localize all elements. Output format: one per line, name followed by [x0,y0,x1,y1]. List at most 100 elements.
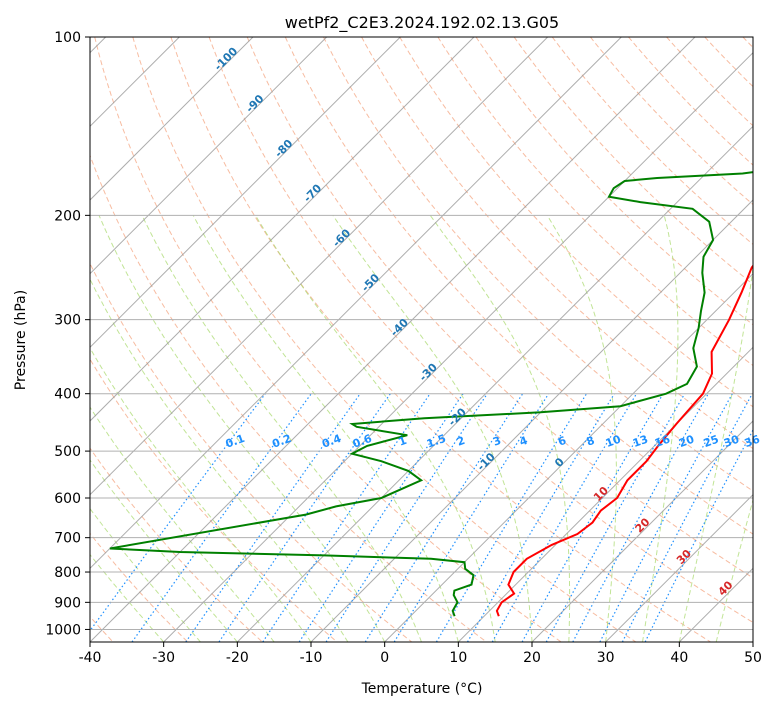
chart-title: wetPf2_C2E3.2024.192.02.13.G05 [285,13,559,33]
y-tick-label: 700 [54,531,81,547]
x-tick-label: 10 [449,650,467,666]
moist-adiabat-line [429,215,571,642]
dry-adiabat-line [399,37,753,408]
x-tick-label: -30 [152,650,175,666]
moist-adiabat-line [678,263,753,642]
mixing-ratio-value-label: 0.4 [320,432,343,451]
mixing-ratio-value-label: 2 [455,434,467,449]
y-tick-label: 100 [54,30,81,46]
mixing-ratio-value-label: 30 [722,432,741,450]
x-tick-label: 30 [597,650,615,666]
dewpoint-profile-line [109,171,753,617]
mixing-ratio-line [364,393,524,642]
axes: -40 -30 -20 -10 0 10 20 30 40 5010020030040050060… [45,30,762,666]
isotherm-line [90,37,328,275]
y-tick-label: 300 [54,313,81,329]
mixing-ratio-value-label: 10 [604,432,623,450]
isotherm-line [90,37,475,422]
dry-adiabat-line [90,154,487,642]
mixing-ratio-line [131,393,312,642]
mixing-ratio-value-label: 16 [653,432,672,450]
moist-adiabat-line [192,215,459,642]
dry-adiabat-line [437,37,753,367]
moist-adiabat-line [141,215,422,642]
isotherm-line [531,420,753,642]
moist-adiabat-line [546,215,617,642]
dry-adiabat-line [628,37,753,166]
y-tick-label: 800 [54,565,81,581]
isotherm-line [163,51,753,642]
dry-adiabat-line [361,37,753,450]
dry-adiabat-line [132,37,637,642]
mixing-ratio-value-label: 36 [743,432,762,450]
isotherm-line [236,125,753,642]
dry-adiabat-line [323,37,753,492]
isotherm-line [384,272,753,642]
x-tick-label: -40 [79,650,102,666]
mixing-ratio-line [298,393,464,642]
dry-adiabat-line [90,358,338,642]
isotherm-line [90,37,549,496]
dry-adiabat-line [513,37,753,285]
mixing-ratio-line [325,393,488,642]
isotherm-line [90,37,622,570]
moist-adiabat-line [90,459,238,642]
x-tick-label: -20 [226,650,249,666]
moist-adiabat-line [642,215,679,642]
y-tick-label: 400 [54,387,81,403]
dry-adiabat-line [246,37,753,579]
y-tick-label: 200 [54,208,81,224]
mixing-ratio-value-label: 8 [585,434,597,449]
moist-adiabat-line [98,215,386,642]
mixing-ratio-line [521,393,664,642]
mixing-ratio-line [644,428,753,642]
dry-adiabat-line [208,37,753,624]
mixing-ratio-line [572,393,709,642]
x-axis-label: Temperature (°C) [361,681,483,697]
isotherm-line [310,199,753,642]
isotherm-line [605,493,753,642]
isotherm-line [90,37,401,349]
y-tick-label: 600 [54,491,81,507]
mixing-ratio-value-label: 20 [677,432,696,450]
moist-adiabat-line [90,553,165,642]
moist-adiabat-line [715,497,753,642]
isotherm-line [90,37,696,642]
x-tick-label: 50 [744,650,762,666]
mixing-ratio-value-label: 6 [556,434,568,449]
mixing-ratio-line [262,393,431,642]
mixing-ratio-value-label: 25 [702,433,721,450]
mixing-ratio-value-label: 0.1 [224,432,247,451]
mixing-ratio-value-label: 4 [518,434,530,449]
moist-adiabat-line [90,507,201,642]
x-tick-label: 40 [670,650,688,666]
mixing-ratio-line [545,393,686,642]
y-tick-label: 1000 [45,622,81,638]
mixing-ratio-line [491,393,638,642]
mixing-ratio-line [466,393,615,642]
y-tick-label: 900 [54,595,81,611]
mixing-ratio-value-label: 1 [397,434,409,449]
moist-adiabat-line [90,347,312,642]
temperature-profile-line [495,264,753,617]
mixing-ratio-value-label: 0.6 [351,432,374,451]
mixing-ratio-value-label: 13 [631,433,650,450]
y-axis-label: Pressure (hPa) [13,290,29,390]
x-tick-label: -10 [300,650,323,666]
pressure-grid [90,37,753,630]
isotherm-line [90,37,254,201]
mixing-ratio-value-label: 0.2 [270,432,293,451]
dry-adiabat-line [90,447,263,642]
y-tick-label: 500 [54,444,81,460]
moist-adiabat-line [254,215,496,642]
mixing-ratio-value-label: 3 [491,434,503,449]
mixing-ratio-line [393,393,550,642]
plot-frame [89,36,754,643]
dry-adiabat-line [94,37,562,642]
dry-adiabat-line [170,37,711,642]
dry-adiabat-line [551,37,753,245]
dry-adiabat-line [90,262,413,642]
x-tick-label: 0 [380,650,389,666]
